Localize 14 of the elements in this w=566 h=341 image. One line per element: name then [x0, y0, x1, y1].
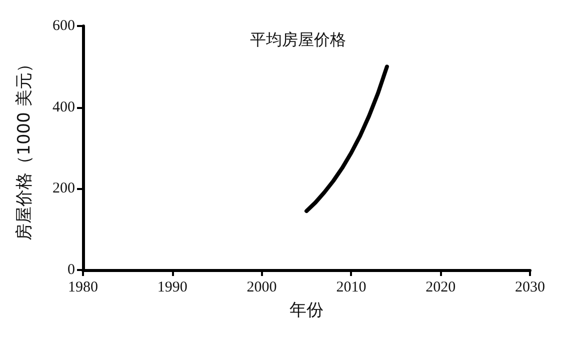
y-tick-label: 200 — [52, 180, 75, 197]
x-tick-label: 1990 — [157, 280, 188, 296]
x-tick-label: 1980 — [68, 280, 98, 296]
y-tick-label: 400 — [52, 99, 75, 116]
x-tick-label: 2010 — [336, 280, 366, 296]
x-tick-label: 2020 — [426, 280, 456, 296]
y-tick-label: 600 — [52, 18, 75, 34]
x-tick-label: 2030 — [515, 280, 545, 296]
x-tick-label: 2000 — [246, 280, 277, 296]
y-axis-title: 房屋价格（1000 美元） — [14, 56, 34, 240]
text: 平均房屋价格 — [250, 30, 346, 50]
line-series — [304, 64, 389, 214]
x-axis-title: 年份 — [290, 300, 324, 320]
y-tick-label: 0 — [68, 262, 75, 278]
